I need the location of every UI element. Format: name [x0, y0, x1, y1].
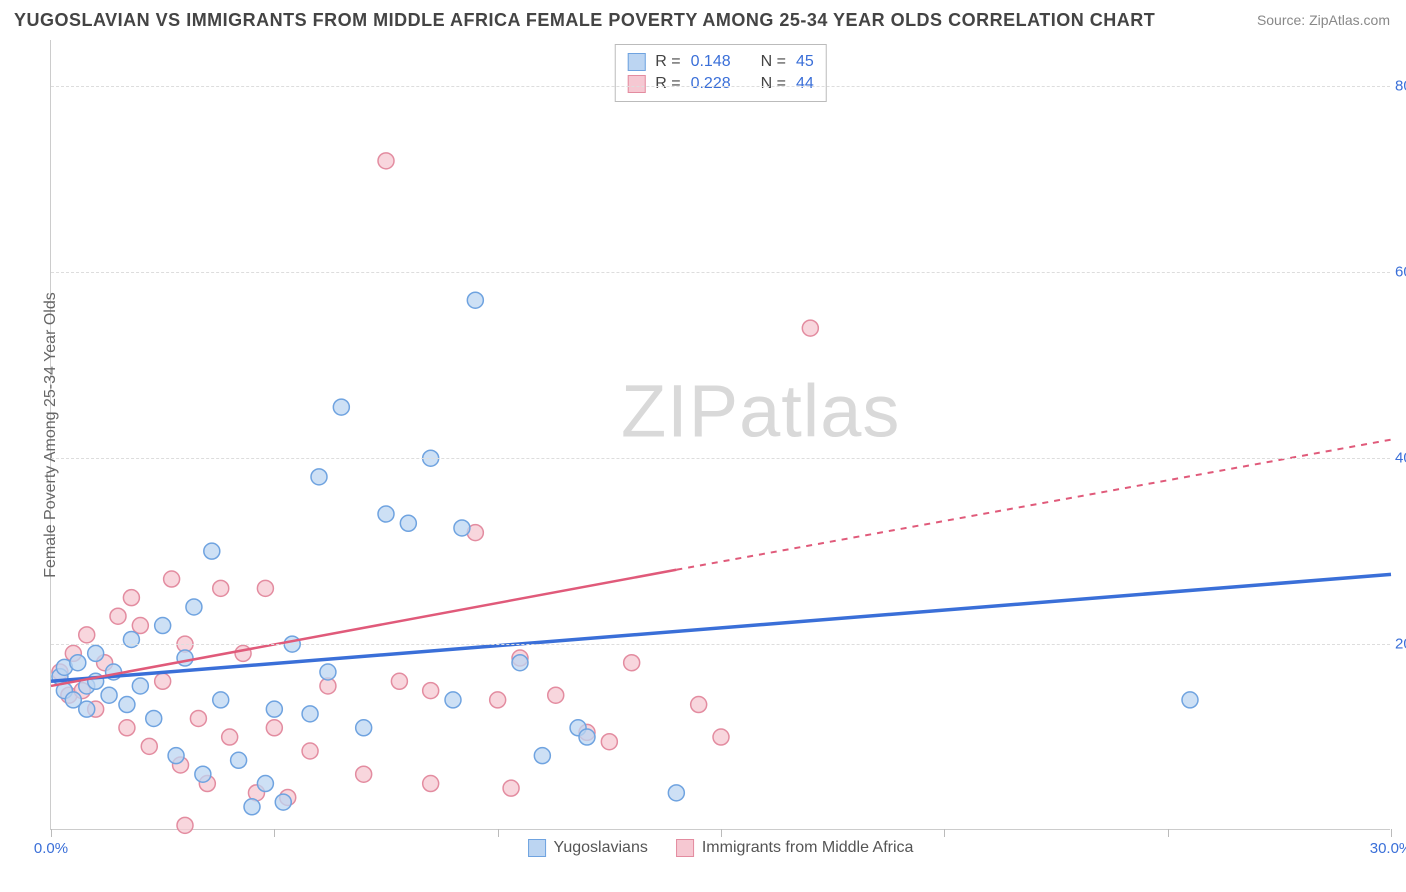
data-point — [257, 776, 273, 792]
x-tick — [498, 829, 499, 837]
data-point — [123, 590, 139, 606]
data-point — [204, 543, 220, 559]
data-point — [213, 580, 229, 596]
data-point — [155, 673, 171, 689]
data-point — [235, 645, 251, 661]
data-point — [302, 706, 318, 722]
data-point — [70, 655, 86, 671]
x-tick-label: 0.0% — [34, 840, 68, 857]
data-point — [333, 399, 349, 415]
data-point — [141, 738, 157, 754]
x-tick — [51, 829, 52, 837]
data-point — [132, 678, 148, 694]
gridline — [51, 644, 1390, 645]
data-point — [168, 748, 184, 764]
data-point — [454, 520, 470, 536]
data-point — [601, 734, 617, 750]
data-point — [802, 320, 818, 336]
gridline — [51, 86, 1390, 87]
data-point — [244, 799, 260, 815]
data-point — [177, 650, 193, 666]
data-point — [400, 515, 416, 531]
x-tick-label: 30.0% — [1370, 840, 1406, 857]
legend-item: Immigrants from Middle Africa — [676, 839, 914, 857]
data-point — [79, 701, 95, 717]
x-tick — [944, 829, 945, 837]
data-point — [275, 794, 291, 810]
data-point — [302, 743, 318, 759]
data-point — [713, 729, 729, 745]
legend-item: Yugoslavians — [528, 839, 648, 857]
data-point — [155, 618, 171, 634]
legend-label: Yugoslavians — [554, 839, 648, 857]
data-point — [213, 692, 229, 708]
data-point — [356, 766, 372, 782]
data-point — [266, 720, 282, 736]
chart-title: YUGOSLAVIAN VS IMMIGRANTS FROM MIDDLE AF… — [14, 10, 1155, 31]
data-point — [490, 692, 506, 708]
data-point — [1182, 692, 1198, 708]
legend-label: Immigrants from Middle Africa — [702, 839, 914, 857]
data-point — [691, 697, 707, 713]
source-attribution: Source: ZipAtlas.com — [1257, 12, 1390, 28]
data-point — [579, 729, 595, 745]
data-point — [503, 780, 519, 796]
data-point — [668, 785, 684, 801]
data-point — [101, 687, 117, 703]
x-tick — [1391, 829, 1392, 837]
data-point — [119, 720, 135, 736]
data-point — [177, 817, 193, 833]
legend-swatch — [676, 839, 694, 857]
y-tick-label: 80.0% — [1395, 78, 1406, 95]
data-point — [186, 599, 202, 615]
data-point — [146, 710, 162, 726]
plot-area: Female Poverty Among 25-34 Year Olds ZIP… — [50, 40, 1390, 830]
data-point — [164, 571, 180, 587]
data-point — [190, 710, 206, 726]
data-point — [88, 645, 104, 661]
data-point — [195, 766, 211, 782]
x-tick — [274, 829, 275, 837]
legend-swatch — [528, 839, 546, 857]
data-point — [266, 701, 282, 717]
gridline — [51, 458, 1390, 459]
data-point — [110, 608, 126, 624]
y-tick-label: 20.0% — [1395, 636, 1406, 653]
x-tick — [721, 829, 722, 837]
y-tick-label: 40.0% — [1395, 450, 1406, 467]
data-point — [320, 664, 336, 680]
x-tick — [1168, 829, 1169, 837]
y-tick-label: 60.0% — [1395, 264, 1406, 281]
data-point — [624, 655, 640, 671]
data-point — [378, 153, 394, 169]
data-point — [423, 776, 439, 792]
chart-svg — [51, 40, 1390, 829]
data-point — [231, 752, 247, 768]
data-point — [257, 580, 273, 596]
data-point — [222, 729, 238, 745]
data-point — [512, 655, 528, 671]
data-point — [467, 292, 483, 308]
data-point — [391, 673, 407, 689]
data-point — [356, 720, 372, 736]
data-point — [119, 697, 135, 713]
data-point — [378, 506, 394, 522]
data-point — [132, 618, 148, 634]
data-point — [534, 748, 550, 764]
series-legend: Yugoslavians Immigrants from Middle Afric… — [528, 839, 914, 857]
trend-line — [51, 574, 1391, 681]
gridline — [51, 272, 1390, 273]
data-point — [548, 687, 564, 703]
data-point — [311, 469, 327, 485]
data-point — [79, 627, 95, 643]
data-point — [445, 692, 461, 708]
data-point — [423, 683, 439, 699]
